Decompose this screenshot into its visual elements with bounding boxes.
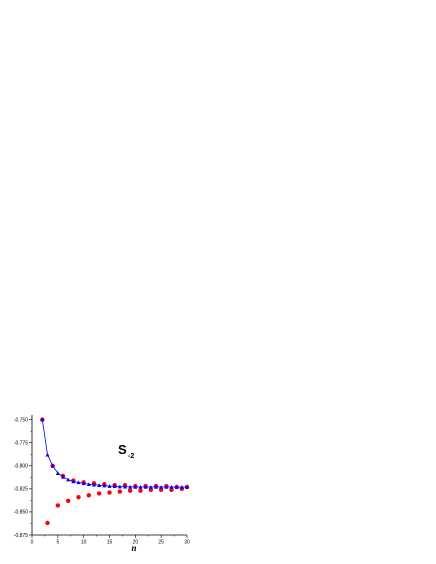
data-point-circle: [45, 520, 50, 526]
data-point-triangle: [45, 452, 50, 457]
data-point-triangle: [76, 480, 81, 485]
x-tick-label: 0: [31, 540, 34, 546]
data-point-triangle: [169, 485, 174, 489]
data-point-triangle: [81, 481, 86, 486]
data-point-triangle: [159, 485, 164, 489]
data-point-triangle: [154, 485, 158, 489]
x-tick-label: 10: [81, 540, 87, 546]
y-tick-label: -0.825: [14, 487, 28, 493]
data-point-triangle: [40, 417, 45, 422]
data-point-circle: [55, 503, 61, 508]
y-tick-label: -0.875: [14, 533, 28, 539]
data-point-triangle: [86, 482, 91, 487]
y-tick-label: -0.800: [14, 464, 28, 470]
x-tick-label: 15: [107, 540, 113, 546]
data-point-circle: [86, 493, 92, 498]
data-point-triangle: [148, 485, 153, 489]
data-point-circle: [65, 498, 71, 504]
data-point-triangle: [61, 474, 65, 479]
data-point-circle: [127, 488, 133, 493]
chart-marks: [40, 417, 190, 526]
x-tick-label: 25: [158, 540, 164, 546]
data-point-triangle: [112, 484, 117, 489]
data-point-triangle: [66, 477, 71, 482]
y-tick-label: -0.775: [14, 440, 28, 446]
data-point-triangle: [102, 483, 107, 488]
data-point-triangle: [185, 485, 189, 489]
data-point-circle: [107, 490, 112, 495]
annotation-sub: -2: [128, 453, 134, 460]
x-tick-label: 5: [56, 540, 59, 546]
data-point-triangle: [71, 479, 76, 484]
data-point-triangle: [117, 484, 122, 489]
data-point-triangle: [55, 471, 60, 475]
data-point-triangle: [97, 483, 102, 487]
data-point-triangle: [143, 485, 148, 489]
data-point-triangle: [128, 484, 133, 489]
x-axis-title: n: [131, 543, 136, 553]
data-point-triangle: [92, 482, 96, 487]
data-point-triangle: [138, 485, 143, 489]
data-point-triangle: [164, 485, 169, 489]
data-point-triangle: [107, 484, 112, 488]
y-tick-label: -0.850: [14, 510, 28, 516]
data-point-circle: [96, 491, 102, 496]
data-point-triangle: [50, 463, 55, 468]
data-point-triangle: [179, 485, 184, 489]
y-tick-label: -0.750: [14, 417, 28, 423]
data-point-triangle: [123, 484, 127, 489]
data-point-triangle: [133, 485, 138, 489]
data-point-triangle: [174, 485, 179, 489]
x-tick-label: 30: [184, 540, 190, 546]
x-tick-label: 20: [133, 540, 139, 546]
data-point-circle: [76, 494, 81, 500]
annotation-main: S: [118, 442, 127, 457]
data-point-circle: [117, 489, 123, 494]
data-point-circle: [138, 488, 143, 493]
